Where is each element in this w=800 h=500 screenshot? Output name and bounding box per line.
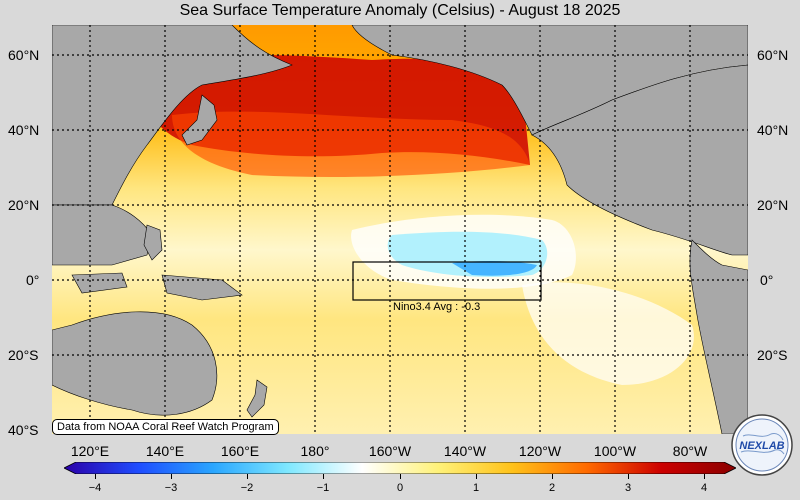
lat-label-left-40s: 40°S bbox=[8, 422, 39, 438]
colorbar-tick-label: −4 bbox=[88, 482, 102, 494]
colorbar-tickmark bbox=[628, 474, 629, 479]
lon-label-160w: 160°W bbox=[368, 443, 412, 459]
colorbar-tickmark bbox=[704, 474, 705, 479]
colorbar-tickmark bbox=[552, 474, 553, 479]
colorbar-gradient bbox=[64, 462, 736, 474]
colorbar-tick-label: −2 bbox=[240, 482, 254, 494]
colorbar-tick-label: 0 bbox=[396, 482, 404, 494]
nexlab-logo: NEXLAB bbox=[731, 414, 793, 476]
colorbar-tickmark bbox=[171, 474, 172, 479]
lat-label-right-eq: 0° bbox=[760, 272, 774, 288]
lon-label-140e: 140°E bbox=[145, 443, 185, 459]
indonesia-landmass bbox=[71, 272, 128, 294]
colorbar-tickmark bbox=[400, 474, 401, 479]
lon-label-180: 180° bbox=[300, 443, 330, 459]
colorbar-tick-label: −1 bbox=[316, 482, 330, 494]
north-america-landmass bbox=[531, 64, 748, 256]
lon-label-80w: 80°W bbox=[672, 443, 708, 459]
philippines-landmass bbox=[143, 224, 163, 261]
nino34-label: Nino3.4 Avg : -0.3 bbox=[393, 301, 481, 313]
lat-label-left-40n: 40°N bbox=[8, 122, 40, 138]
map-title: Sea Surface Temperature Anomaly (Celsius… bbox=[179, 2, 621, 19]
lat-label-left-20s: 20°S bbox=[8, 347, 39, 363]
colorbar-tick-label: 2 bbox=[548, 482, 556, 494]
lon-label-140w: 140°W bbox=[443, 443, 487, 459]
colorbar-tickmark bbox=[95, 474, 96, 479]
southeast-asia-landmass bbox=[52, 204, 153, 266]
lon-label-120e: 120°E bbox=[70, 443, 110, 459]
new-guinea-landmass bbox=[161, 274, 243, 301]
japan-landmass bbox=[181, 94, 218, 146]
sst-map bbox=[52, 25, 748, 434]
cool-anomaly-core bbox=[452, 260, 537, 276]
colorbar-tick-label: 1 bbox=[472, 482, 480, 494]
new-zealand-landmass bbox=[246, 379, 268, 418]
colorbar-tickmark bbox=[323, 474, 324, 479]
warm-anomaly-band bbox=[172, 111, 530, 177]
lat-label-left-eq: 0° bbox=[26, 272, 40, 288]
lat-label-right-20s: 20°S bbox=[757, 347, 788, 363]
south-pacific-neutral bbox=[522, 282, 694, 385]
asia-landmass bbox=[52, 25, 293, 206]
data-credit: Data from NOAA Coral Reef Watch Program bbox=[52, 419, 279, 435]
lat-label-right-60n: 60°N bbox=[757, 47, 789, 63]
colorbar-tick-label: 4 bbox=[700, 482, 708, 494]
south-america-landmass bbox=[689, 239, 748, 434]
lat-label-right-20n: 20°N bbox=[757, 197, 789, 213]
nexlab-logo-text: NEXLAB bbox=[739, 440, 784, 452]
colorbar-tickmark bbox=[476, 474, 477, 479]
lat-label-right-40n: 40°N bbox=[757, 122, 789, 138]
map-gridlines bbox=[52, 25, 748, 434]
nino34-box bbox=[352, 261, 542, 301]
sst-map-svg bbox=[52, 25, 748, 434]
colorbar bbox=[64, 462, 736, 474]
lon-label-120w: 120°W bbox=[518, 443, 562, 459]
australia-landmass bbox=[52, 311, 218, 416]
lon-label-100w: 100°W bbox=[593, 443, 637, 459]
lon-label-160e: 160°E bbox=[220, 443, 260, 459]
colorbar-tickmark bbox=[247, 474, 248, 479]
colorbar-tick-label: −3 bbox=[164, 482, 178, 494]
lat-label-left-60n: 60°N bbox=[8, 47, 40, 63]
lat-label-left-20n: 20°N bbox=[8, 197, 40, 213]
colorbar-tick-label: 3 bbox=[624, 482, 632, 494]
